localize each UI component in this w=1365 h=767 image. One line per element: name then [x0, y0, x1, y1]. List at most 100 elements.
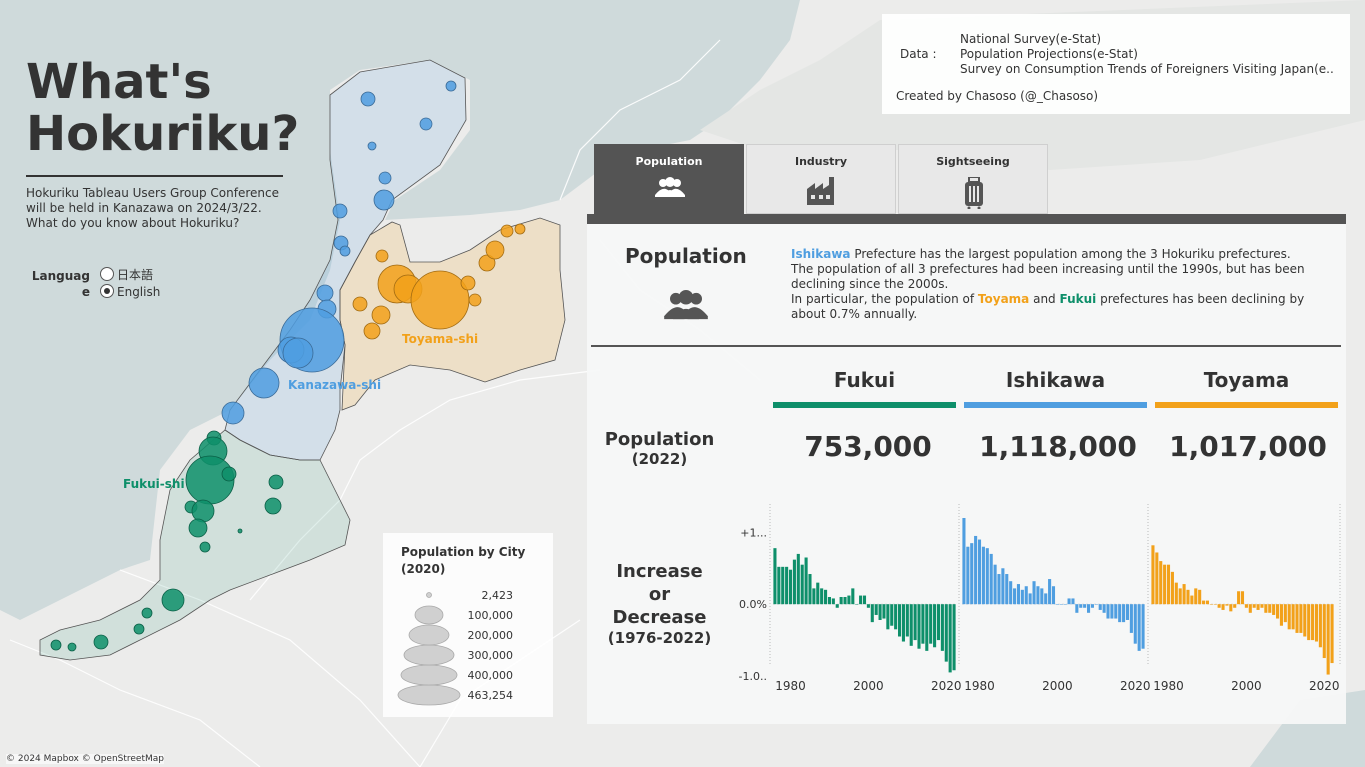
bar-fukui[interactable] — [847, 595, 851, 605]
radio-unchecked-icon[interactable] — [100, 267, 114, 281]
bar-toyama[interactable] — [1256, 604, 1260, 610]
bar-ishikawa[interactable] — [1106, 604, 1110, 619]
bar-toyama[interactable] — [1166, 564, 1171, 605]
bar-ishikawa[interactable] — [1020, 589, 1024, 605]
bar-fukui[interactable] — [785, 566, 789, 605]
bar-fukui[interactable] — [855, 604, 859, 605]
bar-ishikawa[interactable] — [1009, 581, 1013, 605]
bar-ishikawa[interactable] — [1059, 604, 1063, 605]
bar-fukui[interactable] — [898, 604, 902, 637]
bar-ishikawa[interactable] — [1125, 604, 1130, 620]
tab-industry[interactable]: Industry — [746, 144, 896, 214]
bar-fukui[interactable] — [925, 604, 929, 651]
bar-ishikawa[interactable] — [977, 539, 982, 605]
bar-ishikawa[interactable] — [1141, 604, 1145, 649]
bar-fukui[interactable] — [824, 589, 828, 605]
bar-toyama[interactable] — [1190, 595, 1194, 605]
bar-ishikawa[interactable] — [1137, 604, 1141, 651]
map-attribution[interactable]: © 2024 Mapbox © OpenStreetMap — [6, 754, 164, 764]
language-option-japanese[interactable]: 日本語 — [100, 266, 153, 283]
bar-ishikawa[interactable] — [1122, 604, 1126, 623]
bar-fukui[interactable] — [866, 604, 870, 608]
bar-ishikawa[interactable] — [1005, 574, 1009, 605]
bar-toyama[interactable] — [1311, 604, 1315, 641]
bar-fukui[interactable] — [886, 604, 890, 630]
bar-ishikawa[interactable] — [1094, 604, 1098, 605]
bar-fukui[interactable] — [827, 597, 831, 605]
population-change-chart[interactable]: +1...0.0%-1.0..1980 2000 2020 1980 2000 2020 1… — [717, 504, 1342, 699]
bar-fukui[interactable] — [909, 604, 913, 646]
bar-ishikawa[interactable] — [989, 553, 993, 605]
bar-fukui[interactable] — [905, 604, 909, 637]
bar-toyama[interactable] — [1213, 604, 1217, 605]
bar-toyama[interactable] — [1314, 604, 1319, 642]
bar-ishikawa[interactable] — [1090, 604, 1094, 608]
tab-sightseeing[interactable]: Sightseeing — [898, 144, 1048, 214]
bar-fukui[interactable] — [859, 595, 863, 605]
bar-toyama[interactable] — [1159, 561, 1163, 605]
bar-ishikawa[interactable] — [966, 546, 970, 605]
bar-ishikawa[interactable] — [1133, 604, 1137, 644]
bar-fukui[interactable] — [800, 564, 804, 605]
bar-fukui[interactable] — [816, 582, 820, 605]
bar-toyama[interactable] — [1276, 604, 1280, 619]
bar-ishikawa[interactable] — [1098, 604, 1102, 610]
bar-toyama[interactable] — [1163, 564, 1167, 605]
bar-ishikawa[interactable] — [1071, 598, 1075, 605]
bar-ishikawa[interactable] — [993, 564, 997, 605]
bar-toyama[interactable] — [1295, 604, 1299, 633]
bar-ishikawa[interactable] — [1075, 604, 1079, 613]
bar-toyama[interactable] — [1326, 604, 1330, 675]
bar-fukui[interactable] — [781, 566, 785, 605]
bar-toyama[interactable] — [1221, 604, 1225, 610]
bar-fukui[interactable] — [882, 604, 886, 619]
bar-fukui[interactable] — [792, 559, 796, 605]
bar-fukui[interactable] — [788, 569, 793, 605]
bar-ishikawa[interactable] — [962, 518, 966, 605]
bar-toyama[interactable] — [1237, 591, 1241, 605]
bar-ishikawa[interactable] — [1048, 579, 1052, 605]
bar-toyama[interactable] — [1264, 604, 1268, 613]
bar-toyama[interactable] — [1194, 588, 1198, 605]
bar-ishikawa[interactable] — [974, 535, 978, 605]
bar-ishikawa[interactable] — [1055, 604, 1059, 605]
bar-fukui[interactable] — [894, 604, 898, 630]
bar-ishikawa[interactable] — [1118, 604, 1122, 623]
bar-toyama[interactable] — [1217, 604, 1221, 608]
tab-population[interactable]: Population — [594, 144, 744, 214]
bar-ishikawa[interactable] — [1016, 584, 1020, 605]
bar-fukui[interactable] — [936, 604, 941, 641]
bar-ishikawa[interactable] — [1024, 586, 1028, 605]
bar-toyama[interactable] — [1240, 591, 1245, 605]
bar-fukui[interactable] — [870, 604, 874, 623]
bar-toyama[interactable] — [1272, 604, 1276, 615]
bar-fukui[interactable] — [831, 598, 835, 605]
bar-toyama[interactable] — [1186, 589, 1190, 605]
bar-toyama[interactable] — [1225, 604, 1229, 606]
bar-ishikawa[interactable] — [1110, 604, 1114, 619]
bar-ishikawa[interactable] — [1040, 588, 1044, 605]
bar-toyama[interactable] — [1209, 604, 1213, 605]
bar-toyama[interactable] — [1178, 588, 1182, 605]
bar-ishikawa[interactable] — [1013, 588, 1017, 605]
bar-toyama[interactable] — [1205, 600, 1209, 605]
bar-fukui[interactable] — [948, 604, 952, 673]
bar-toyama[interactable] — [1307, 604, 1311, 641]
bar-toyama[interactable] — [1299, 604, 1303, 633]
bar-ishikawa[interactable] — [1079, 604, 1083, 608]
bar-fukui[interactable] — [812, 588, 816, 605]
bar-toyama[interactable] — [1291, 604, 1295, 630]
bar-fukui[interactable] — [929, 604, 933, 644]
bar-toyama[interactable] — [1248, 604, 1252, 613]
bar-fukui[interactable] — [921, 604, 925, 644]
bar-toyama[interactable] — [1260, 604, 1264, 608]
bar-toyama[interactable] — [1233, 604, 1237, 608]
bar-fukui[interactable] — [835, 604, 839, 608]
bar-ishikawa[interactable] — [1028, 593, 1032, 605]
bar-ishikawa[interactable] — [1087, 604, 1091, 613]
bar-toyama[interactable] — [1279, 604, 1283, 626]
bar-fukui[interactable] — [804, 557, 808, 605]
bar-fukui[interactable] — [913, 604, 917, 641]
radio-checked-icon[interactable] — [100, 284, 114, 298]
bar-toyama[interactable] — [1202, 600, 1206, 605]
